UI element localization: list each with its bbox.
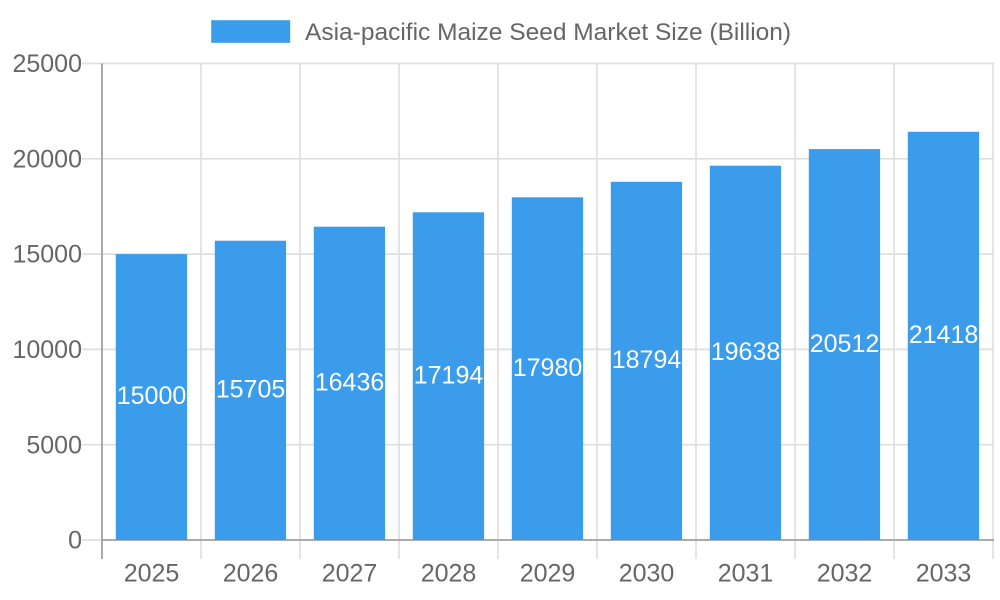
svg-text:2026: 2026 (223, 560, 279, 588)
svg-text:2027: 2027 (322, 560, 378, 588)
svg-text:15705: 15705 (216, 376, 286, 404)
svg-text:15000: 15000 (12, 241, 82, 269)
svg-text:5000: 5000 (26, 431, 82, 459)
svg-text:Asia-pacific Maize Seed Market: Asia-pacific Maize Seed Market Size (Bil… (305, 19, 791, 46)
svg-text:2032: 2032 (817, 560, 873, 588)
svg-text:19638: 19638 (711, 338, 781, 366)
svg-text:2033: 2033 (916, 560, 972, 588)
svg-text:0: 0 (68, 527, 82, 555)
svg-text:2028: 2028 (421, 560, 477, 588)
svg-text:10000: 10000 (12, 336, 82, 364)
svg-text:2025: 2025 (124, 560, 180, 588)
svg-text:25000: 25000 (12, 50, 82, 78)
svg-text:20000: 20000 (12, 145, 82, 173)
svg-text:2030: 2030 (619, 560, 675, 588)
svg-text:18794: 18794 (612, 346, 682, 374)
svg-text:21418: 21418 (909, 321, 979, 349)
svg-text:16436: 16436 (315, 369, 385, 397)
svg-text:2029: 2029 (520, 560, 576, 588)
svg-text:17194: 17194 (414, 361, 484, 389)
svg-text:2031: 2031 (718, 560, 774, 588)
svg-text:15000: 15000 (117, 382, 187, 410)
svg-text:20512: 20512 (810, 330, 880, 358)
svg-text:17980: 17980 (513, 354, 583, 382)
